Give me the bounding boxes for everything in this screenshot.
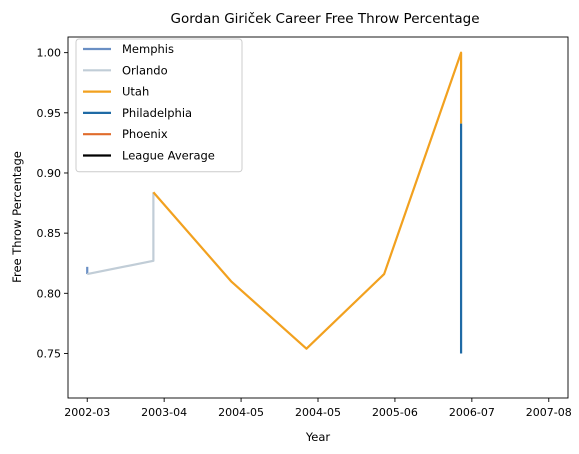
legend-label-memphis: Memphis (122, 42, 174, 56)
x-tick-label: 2004-05 (295, 406, 341, 419)
x-tick-label: 2007-08 (526, 406, 572, 419)
legend-label-philadelphia: Philadelphia (122, 106, 192, 120)
legend-label-phoenix: Phoenix (122, 127, 168, 141)
legend: Memphis Orlando Utah Philadelphia Phoenix Lea… (75, 38, 243, 173)
y-tick-label: 0.85 (37, 227, 62, 240)
legend-label-utah: Utah (122, 85, 149, 99)
x-tick-label: 2005-06 (372, 406, 418, 419)
x-tick-label: 2004-05 (218, 406, 264, 419)
x-tick-label: 2003-04 (141, 406, 187, 419)
y-tick-label: 0.90 (37, 167, 62, 180)
y-axis: 0.75 0.80 0.85 0.90 0.95 1.00 (37, 47, 68, 360)
x-axis: 2002-03 2003-04 2004-05 2004-05 2005-06 2006-… (64, 398, 572, 419)
y-tick-label: 0.75 (37, 347, 62, 360)
x-axis-label: Year (305, 430, 331, 444)
y-tick-label: 1.00 (37, 47, 62, 60)
y-axis-label: Free Throw Percentage (10, 151, 24, 283)
y-tick-label: 0.95 (37, 107, 62, 120)
x-tick-label: 2002-03 (64, 406, 110, 419)
plot-lines (86, 51, 463, 354)
legend-label-orlando: Orlando (122, 63, 168, 77)
series-line-utah (152, 51, 463, 350)
chart-title: Gordan Giriček Career Free Throw Percent… (170, 11, 479, 27)
series-line-orlando (87, 192, 155, 276)
x-tick-label: 2006-07 (449, 406, 495, 419)
legend-box (75, 38, 243, 173)
y-tick-label: 0.80 (37, 287, 62, 300)
legend-label-league-average: League Average (122, 149, 215, 163)
